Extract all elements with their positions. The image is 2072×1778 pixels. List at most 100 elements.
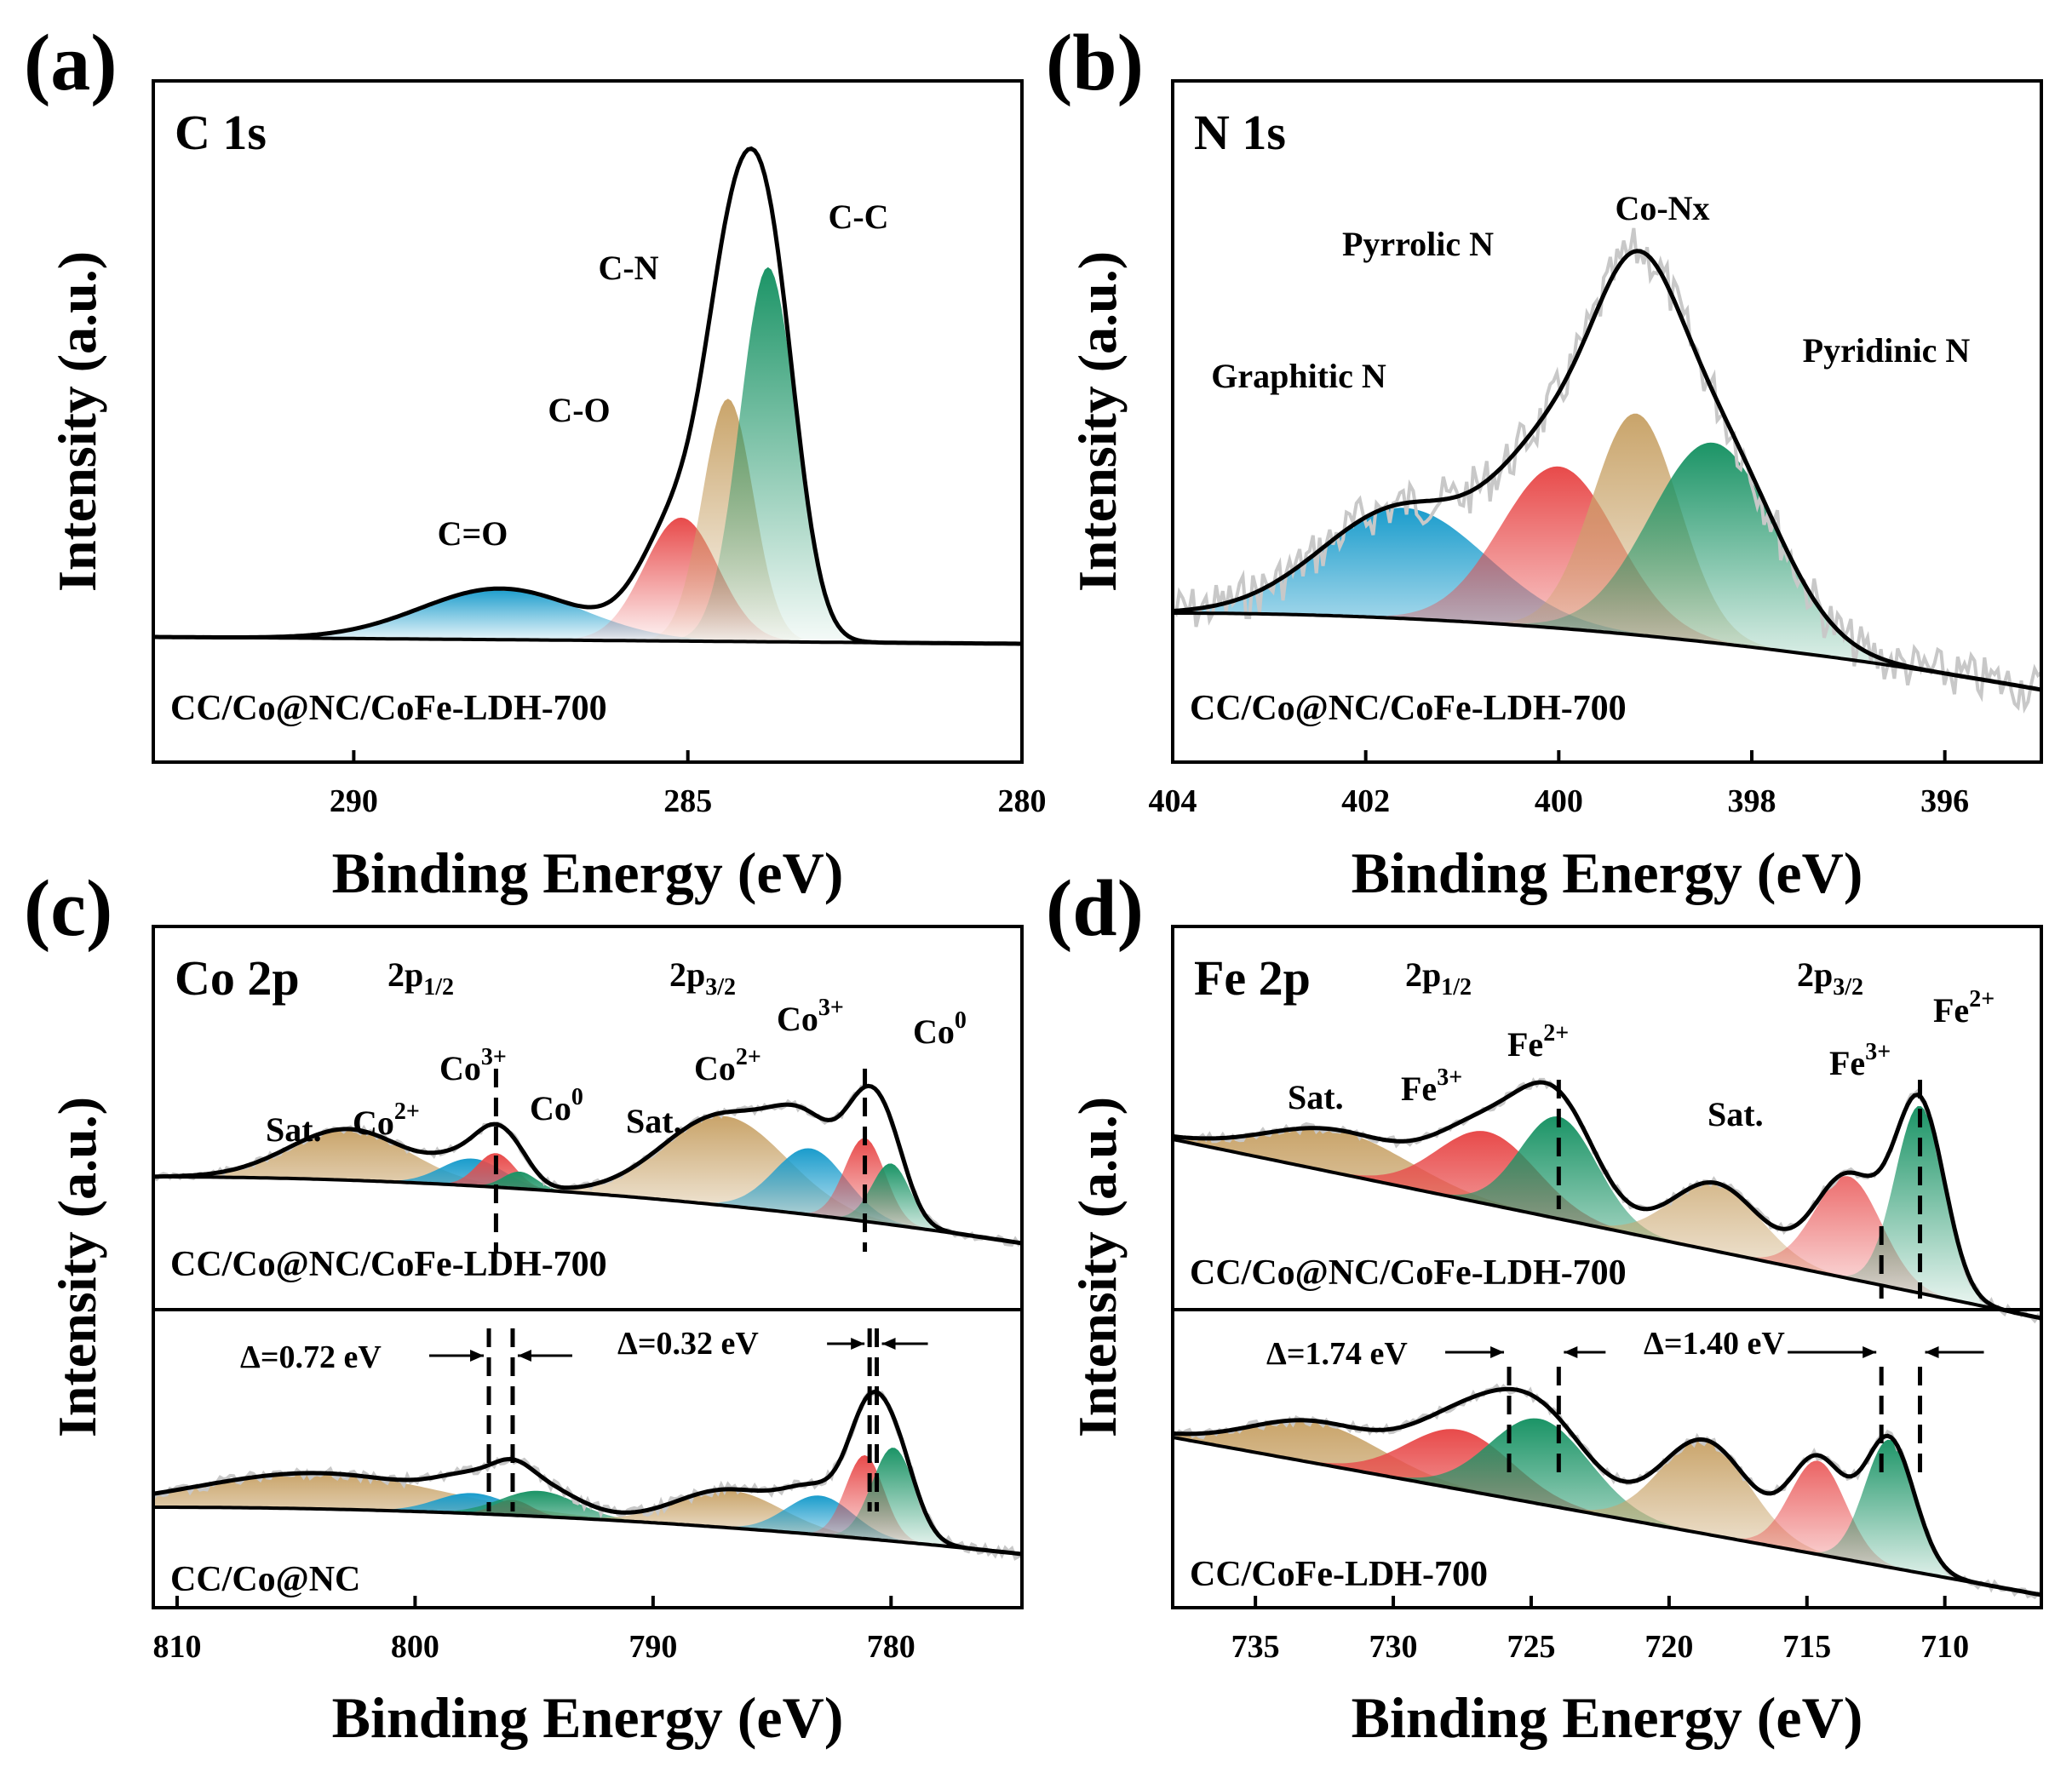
peak-label-co-nx: Co-Nx — [1615, 189, 1709, 227]
x-tick-label-d-730: 730 — [1369, 1629, 1418, 1665]
x-tick-label-b-400: 400 — [1535, 783, 1583, 819]
arrow-c-2-left-head — [851, 1338, 865, 1350]
x-tick-label-d-715: 715 — [1782, 1629, 1831, 1665]
panel-a: (a) 290 285 280 C 1s C=O C-O C-N C-C CC/Co… — [24, 19, 1047, 905]
panel-letter-b: (b) — [1046, 19, 1144, 107]
c-top-peak-sat- — [153, 1128, 1022, 1243]
label-2p32-d: 2p3/2 — [1797, 955, 1863, 1001]
dashed-guides-d — [1507, 1080, 1923, 1473]
element-label-a: C 1s — [175, 105, 267, 160]
panel-letter-a: (a) — [24, 19, 118, 107]
x-tick-label-b-404: 404 — [1149, 783, 1197, 819]
fit-envelope-a — [153, 146, 1022, 646]
x-axis-b: 404 402 400 398 396 — [1149, 750, 1969, 819]
element-label-b: N 1s — [1194, 105, 1286, 160]
x-tick-label-d-735: 735 — [1231, 1629, 1280, 1665]
element-label-d: Fe 2p — [1194, 950, 1311, 1006]
y-axis-title-b: Intensity (a.u.) — [1067, 251, 1128, 592]
d-bottom-peak-fe2- — [1173, 1418, 2041, 1595]
panel-c: (c) 810 800 790 780 Co 2p 2p1/2 2p3/2 Sat. … — [24, 864, 1024, 1750]
x-axis-title-c: Binding Energy (eV) — [332, 1685, 844, 1750]
peak-fills-a — [153, 267, 1022, 644]
x-tick-label-a-280: 280 — [998, 783, 1047, 819]
fit-envelope-d-top — [1173, 1080, 2041, 1321]
arrow-c-1-left-head — [470, 1350, 485, 1362]
label-co3-c-2: Co3+ — [777, 995, 844, 1038]
label-co3-c-1: Co3+ — [439, 1044, 507, 1087]
sample-label-c-top: CC/Co@NC/CoFe-LDH-700 — [170, 1245, 607, 1284]
peak-label-c-c: C-C — [828, 198, 888, 236]
label-2p12-c: 2p1/2 — [387, 955, 454, 1001]
arrow-d-2-right-head — [1925, 1346, 1939, 1358]
background-line-d-bottom — [1173, 1436, 2041, 1597]
c-top-peak-co2- — [153, 1148, 1022, 1243]
arrow-d-2-left-head — [1863, 1346, 1877, 1358]
x-tick-label-c-800: 800 — [391, 1629, 439, 1665]
delta-label-c-2: Δ=0.32 eV — [617, 1326, 759, 1362]
x-axis-title-b: Binding Energy (eV) — [1352, 840, 1863, 905]
peak-label-c-o: C-O — [548, 391, 610, 429]
label-sat-d-1: Sat. — [1288, 1078, 1344, 1116]
x-tick-label-c-790: 790 — [628, 1629, 677, 1665]
background-line-b — [1173, 611, 2041, 691]
sample-label-b: CC/Co@NC/CoFe-LDH-700 — [1190, 689, 1627, 728]
plot-frame-c — [152, 925, 1024, 1609]
peak-label-c-n: C-N — [598, 249, 658, 287]
label-co0-c-1: Co0 — [530, 1084, 583, 1127]
b-peak-co-nx — [1173, 413, 2041, 690]
a-peak-c-c — [153, 267, 1022, 644]
arrow-c-2-right-head — [881, 1338, 896, 1350]
peak-fills-b — [1173, 413, 2041, 690]
sample-label-d-bottom: CC/CoFe-LDH-700 — [1190, 1555, 1488, 1594]
label-sat-c-2: Sat. — [626, 1102, 682, 1140]
plot-frame-b — [1171, 79, 2043, 764]
d-top-peak-fe2- — [1173, 1116, 2041, 1318]
x-axis-a: 290 285 280 — [330, 750, 1047, 819]
x-tick-label-c-780: 780 — [867, 1629, 915, 1665]
background-line-d-top — [1173, 1138, 2041, 1320]
x-axis-title-d: Binding Energy (eV) — [1352, 1685, 1863, 1750]
x-tick-label-b-402: 402 — [1341, 783, 1390, 819]
panel-letter-d: (d) — [1046, 864, 1144, 953]
peak-label-pyrrolic-n: Pyrrolic N — [1342, 225, 1494, 263]
y-axis-title-a: Intensity (a.u.) — [47, 251, 107, 592]
panel-letter-c: (c) — [24, 864, 112, 953]
x-tick-label-d-710: 710 — [1920, 1629, 1969, 1665]
label-co0-c-2: Co0 — [913, 1007, 967, 1051]
label-fe2-d-1: Fe2+ — [1507, 1020, 1569, 1064]
label-co2-c-2: Co2+ — [694, 1044, 761, 1087]
x-tick-label-b-396: 396 — [1920, 783, 1969, 819]
fit-envelope-c-top — [153, 1083, 1022, 1246]
x-tick-label-a-285: 285 — [663, 783, 712, 819]
label-2p32-c: 2p3/2 — [669, 955, 736, 1001]
x-tick-label-b-398: 398 — [1728, 783, 1776, 819]
sample-label-d-top: CC/Co@NC/CoFe-LDH-700 — [1190, 1253, 1627, 1293]
plot-frame-d — [1171, 925, 2043, 1609]
peak-label-pyridinic-n: Pyridinic N — [1803, 331, 1971, 370]
d-bottom-peak-fe3- — [1173, 1429, 2041, 1595]
peak-label-c-eq-o: C=O — [438, 514, 508, 553]
background-line-c-bottom — [153, 1506, 1022, 1556]
d-top-peak-fe2- — [1173, 1106, 2041, 1318]
y-axis-title-c: Intensity (a.u.) — [47, 1097, 107, 1437]
arrow-d-1-right-head — [1564, 1346, 1578, 1358]
panel-d: (d) 735 730 725 720 715 710 Fe 2p 2p1/2 2p3/2… — [1046, 864, 2043, 1750]
delta-label-d-1: Δ=1.74 eV — [1266, 1336, 1408, 1372]
b-peak-graphitic-n — [1173, 508, 2041, 690]
x-axis-c: 810 800 790 780 — [152, 1596, 915, 1665]
x-axis-d: 735 730 725 720 715 710 — [1231, 1596, 1969, 1665]
label-sat-c-1: Sat. — [266, 1110, 322, 1149]
element-label-c: Co 2p — [175, 950, 300, 1006]
c-top-peak-co3- — [153, 1138, 1022, 1243]
delta-arrows-d — [1445, 1346, 1984, 1358]
y-axis-title-d: Intensity (a.u.) — [1067, 1097, 1128, 1437]
plot-frame-a — [152, 79, 1024, 764]
fit-envelope-b — [1173, 249, 2041, 692]
c-bottom-peak-co3- — [153, 1454, 1022, 1554]
sample-label-a: CC/Co@NC/CoFe-LDH-700 — [170, 689, 607, 728]
dashed-guides-c — [486, 1069, 880, 1511]
background-line-c-top — [153, 1175, 1022, 1245]
x-axis-title-a: Binding Energy (eV) — [332, 840, 844, 905]
a-peak-c-o — [153, 588, 1022, 644]
